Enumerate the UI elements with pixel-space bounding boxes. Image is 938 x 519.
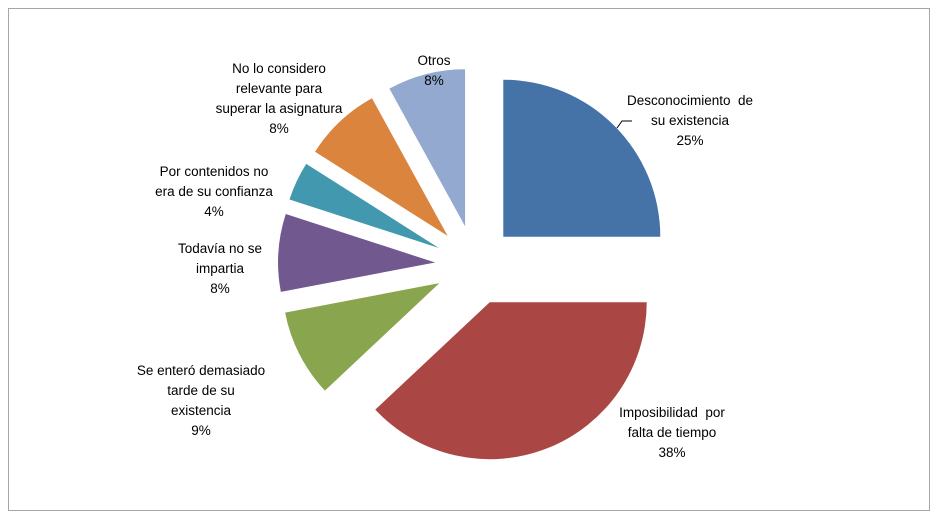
- category-label: Imposibilidad por falta de tiempo: [619, 405, 725, 440]
- slice-label: Imposibilidad por falta de tiempo 38%: [619, 403, 725, 463]
- value-label: 8%: [210, 281, 230, 296]
- category-label: Desconocimiento de su existencia: [626, 93, 754, 128]
- pie-slice: [375, 302, 647, 460]
- leader-line: [616, 120, 632, 129]
- slice-label: Desconocimiento de su existencia 25%: [627, 91, 753, 151]
- pie-slice: [315, 98, 448, 236]
- category-label: No lo considero relevante para superar l…: [215, 61, 343, 116]
- value-label: 4%: [204, 204, 224, 219]
- value-label: 8%: [424, 73, 444, 88]
- slice-label: Otros 8%: [417, 51, 450, 91]
- category-label: Por contenidos no era de su confianza: [155, 164, 273, 199]
- pie-slice: [278, 213, 436, 292]
- slice-label: Se enteró demasiado tarde de su existenc…: [137, 361, 265, 441]
- pie-slice: [289, 163, 439, 248]
- value-label: 9%: [191, 423, 211, 438]
- pie-slice: [285, 283, 440, 391]
- value-label: 8%: [269, 121, 289, 136]
- category-label: Otros: [417, 53, 451, 68]
- pie-slice: [503, 79, 661, 237]
- category-label: Se enteró demasiado tarde de su existenc…: [136, 363, 266, 418]
- category-label: Todavía no se impartia: [177, 241, 263, 276]
- value-label: 38%: [658, 445, 686, 460]
- slice-label: Por contenidos no era de su confianza 4%: [155, 162, 273, 222]
- slice-label: No lo considero relevante para superar l…: [216, 59, 343, 139]
- slice-label: Todavía no se impartia 8%: [178, 239, 262, 299]
- value-label: 25%: [676, 133, 704, 148]
- pie-slice: [389, 69, 466, 227]
